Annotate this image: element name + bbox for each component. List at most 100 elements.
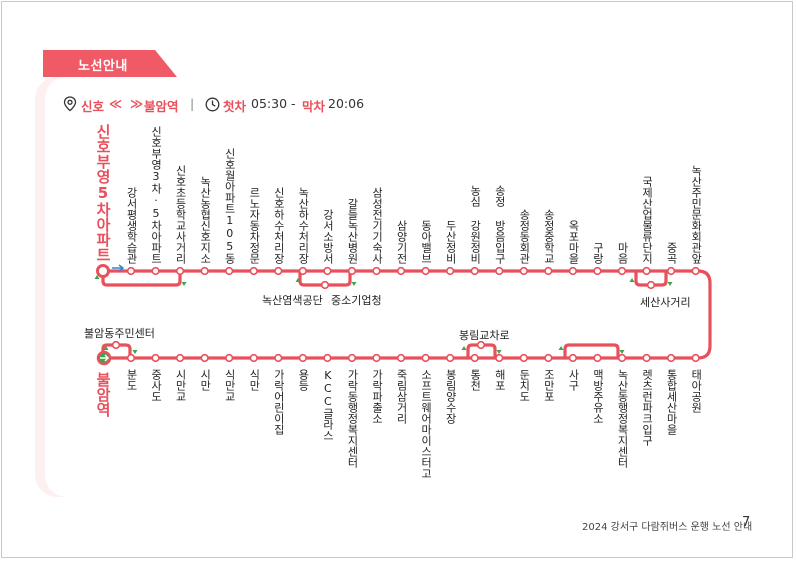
route-loop-branch-5: [563, 343, 620, 360]
stop-dot: [176, 266, 185, 276]
direction-arrows-right: ≫: [130, 96, 144, 111]
branch-stop-dot: [646, 280, 656, 290]
branch-stop-label: 중소기업청: [331, 294, 382, 307]
last-bus-time: 20:06: [328, 96, 365, 111]
bottom-stop-label: 둔치도: [517, 369, 531, 402]
stop-dot: [617, 266, 627, 276]
top-stop-label: 옥포마을: [566, 220, 580, 264]
stop-dot: [568, 266, 578, 276]
stop-dot: [126, 353, 136, 363]
stop-dot: [593, 266, 602, 276]
top-stop-label: 신호하수처리장: [272, 187, 286, 264]
section-tab: [43, 50, 177, 77]
stop-dot: [225, 266, 234, 276]
stop-dot: [274, 266, 283, 276]
branch-stop-dot: [476, 340, 486, 350]
top-stop-label: 녹산하수처리장: [296, 187, 310, 264]
up-arrow-icon: [94, 275, 100, 279]
stop-dot: [446, 266, 455, 276]
bottom-stop-label: 통천: [468, 369, 482, 391]
top-stop-label: 신호월아파트105동: [223, 148, 237, 264]
stop-dot: [151, 353, 160, 363]
down-arrow-icon: [351, 282, 357, 286]
stop-dot: [519, 266, 528, 276]
bottom-stop-label: 식만교: [223, 369, 237, 402]
bottom-stop-label: 봉림양수장: [444, 369, 458, 424]
section-tab-label: 노선안내: [78, 59, 128, 74]
down-arrow-icon: [132, 350, 138, 354]
route-panel: [45, 77, 763, 497]
bottom-stop-label: 통합세산마을: [665, 369, 679, 435]
time-dash: -: [291, 96, 296, 111]
stop-dot: [421, 353, 430, 363]
stop-dot: [691, 353, 700, 363]
top-stop-label: 강서평생학습관: [125, 187, 138, 264]
top-stop-label: 송정중학교: [542, 209, 556, 264]
stop-dot: [568, 353, 578, 363]
bottom-terminal-label: 불암역: [94, 372, 112, 417]
bottom-stop-label: 가락동행정복지센터: [345, 369, 359, 468]
stop-dot: [593, 353, 602, 363]
top-stop-label: 송정 방음입구: [493, 185, 507, 264]
stop-dot: [495, 353, 504, 363]
branch-stop-label: 봉림교차로: [459, 329, 510, 342]
stop-dot: [421, 266, 430, 276]
stop-dot: [347, 353, 357, 363]
up-arrow-icon: [103, 346, 109, 350]
departure-label: 신호: [81, 99, 105, 114]
branch-stop-dot: [320, 280, 330, 290]
bottom-stop-label: 죽림삼거리: [395, 369, 409, 424]
page-number: 7: [742, 515, 751, 530]
stop-dot: [544, 353, 553, 363]
top-stop-label: 두산정비: [444, 220, 458, 264]
bottom-stop-label: 소프트웨어마이스터고: [419, 369, 433, 479]
top-terminal-label: 신호부영5차아파트: [94, 124, 112, 262]
bottom-stop-label: 조만포: [542, 369, 556, 402]
stop-dot: [249, 353, 258, 363]
clock-icon: [205, 97, 220, 112]
start-terminal-marker: [96, 264, 110, 278]
down-arrow-icon: [496, 350, 502, 354]
top-stop-label: 구랑: [591, 242, 605, 264]
top-stop-dots: [126, 266, 700, 290]
direction-arrows-left: ≪: [109, 96, 123, 111]
stop-dot: [617, 353, 627, 363]
direction-arrows: [94, 275, 673, 354]
top-stop-label: 중곡: [665, 242, 679, 264]
stop-dot: [519, 353, 528, 363]
stop-dot: [225, 353, 234, 363]
stop-dot: [200, 266, 209, 276]
top-stop-label: 르노자동차정문: [247, 187, 261, 264]
footer-text: 2024 강서구 다람쥐버스 운행 노선 안내: [582, 522, 753, 533]
stop-dot: [495, 266, 504, 276]
stop-dot: [470, 353, 479, 363]
stop-dot: [249, 266, 258, 276]
stop-dot: [446, 353, 455, 363]
stop-dot: [151, 266, 160, 276]
top-stop-label: 녹산농협신호지소: [198, 176, 212, 264]
up-arrow-icon: [629, 278, 635, 282]
down-arrow-icon: [667, 282, 673, 286]
first-bus-label: 첫차: [223, 99, 247, 114]
bottom-stop-label: 렛츠런파크입구: [640, 369, 654, 446]
top-stop-label: 강서소방서: [321, 209, 335, 264]
branch-stop-label: 세산사거리: [640, 296, 691, 309]
top-stop-label: 국제산업물류단지: [640, 176, 654, 264]
up-arrow-icon: [461, 346, 467, 350]
stop-dot: [396, 353, 406, 363]
bottom-stop-label: 사구: [566, 369, 580, 391]
top-stop-label: 녹산주민문화회관앞: [689, 165, 703, 264]
top-stop-label: 송정동회관: [517, 209, 531, 264]
stop-dot: [126, 266, 136, 276]
top-stop-label: 신호초등학교사거리: [174, 165, 188, 264]
separator: |: [190, 96, 195, 111]
stop-dot: [396, 266, 406, 276]
stop-dot: [323, 353, 332, 363]
route-line-right: [687, 269, 712, 360]
bottom-stop-label: 가락어린이집: [272, 369, 286, 435]
bottom-stop-label: 식만: [247, 369, 261, 391]
stop-dot: [298, 353, 307, 363]
branch-stop-dot: [111, 340, 121, 350]
